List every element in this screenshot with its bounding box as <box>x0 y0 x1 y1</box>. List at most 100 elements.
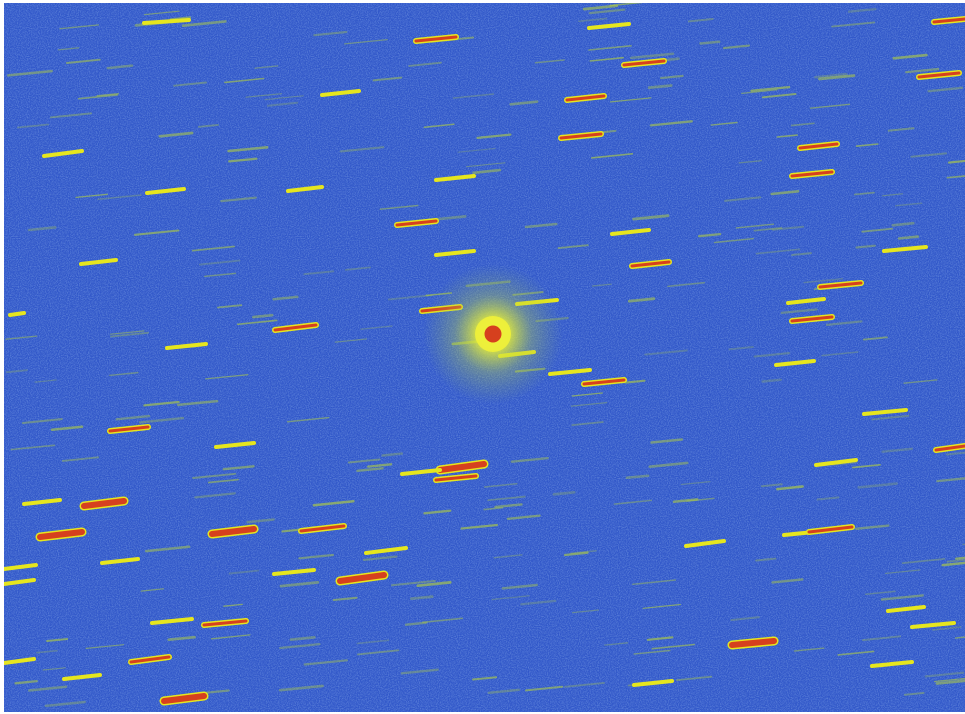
faint-star-trail <box>362 555 398 561</box>
faint-star-trail <box>494 503 523 509</box>
star-trail <box>37 529 85 540</box>
faint-star-trail <box>404 621 428 626</box>
faint-star-trail <box>27 226 57 232</box>
faint-star-trail <box>472 676 498 681</box>
faint-star-trail <box>632 214 670 221</box>
faint-star-trail <box>563 551 589 557</box>
star-trail <box>286 185 324 193</box>
star-trail <box>81 498 127 509</box>
faint-star-trail <box>390 579 436 587</box>
star-trail <box>108 425 150 433</box>
comet <box>423 264 563 404</box>
faint-star-trail <box>460 523 499 530</box>
star-trail <box>786 297 826 305</box>
star-trail <box>129 655 171 664</box>
faint-star-trail <box>197 123 219 128</box>
faint-star-trail <box>228 157 258 163</box>
faint-star-trail <box>578 17 608 23</box>
faint-star-trail <box>676 675 713 681</box>
faint-star-trail <box>728 346 754 351</box>
faint-star-trail <box>755 248 801 255</box>
faint-star-trail <box>571 392 603 397</box>
faint-star-trail <box>667 281 706 288</box>
faint-star-trail <box>205 374 249 380</box>
faint-star-trail <box>50 425 84 432</box>
star-trail <box>145 187 186 195</box>
star-trail <box>214 441 256 449</box>
faint-star-trail <box>770 190 800 196</box>
star-trail <box>161 693 207 704</box>
star-trail <box>165 342 208 350</box>
faint-star-trail <box>591 283 612 287</box>
faint-star-trail <box>582 4 619 11</box>
faint-star-trail <box>251 313 274 319</box>
star-trail <box>870 660 914 668</box>
faint-star-trail <box>491 595 530 601</box>
faint-star-trail <box>672 498 699 503</box>
star-trail <box>798 142 839 150</box>
faint-star-trail <box>941 561 965 567</box>
faint-star-trail <box>837 650 875 656</box>
faint-star-trail <box>266 101 299 107</box>
faint-star-trail <box>227 146 269 153</box>
star-trail <box>932 17 965 24</box>
faint-star-trail <box>97 194 142 201</box>
faint-star-trail <box>245 93 282 98</box>
comet-nucleus <box>484 325 502 343</box>
faint-star-trail <box>955 556 965 560</box>
faint-star-trail <box>14 679 38 685</box>
faint-star-trail <box>416 581 452 588</box>
faint-star-trail <box>753 352 791 358</box>
faint-star-trail <box>793 647 825 652</box>
faint-star-trail <box>278 684 324 692</box>
star-trail <box>934 444 965 452</box>
faint-star-trail <box>303 270 335 276</box>
faint-star-trail <box>557 244 589 250</box>
faint-star-trail <box>115 414 151 421</box>
star-trail <box>790 315 834 323</box>
faint-star-trail <box>646 636 674 641</box>
faint-star-trail <box>905 67 940 74</box>
faint-star-trail <box>143 400 180 407</box>
faint-star-trail <box>356 639 390 645</box>
faint-star-trail <box>892 53 928 60</box>
faint-star-trail <box>936 477 965 483</box>
faint-star-trail <box>730 616 760 621</box>
star-trail <box>610 228 651 236</box>
faint-star-trail <box>761 378 783 383</box>
faint-star-trail <box>279 581 320 588</box>
star-trail <box>4 563 38 571</box>
faint-star-trail <box>897 235 920 240</box>
bright-star-trails <box>4 16 965 706</box>
faint-star-trail <box>5 369 28 374</box>
faint-star-trail <box>647 84 673 90</box>
faint-star-trail <box>861 227 894 233</box>
faint-star-trail <box>780 308 818 314</box>
faint-star-trail <box>96 92 119 97</box>
faint-star-trail <box>855 143 879 147</box>
faint-star-trail <box>59 24 100 30</box>
faint-star-trail <box>334 338 367 343</box>
faint-star-trail <box>216 304 243 309</box>
faint-star-trail <box>831 461 858 466</box>
faint-star-trail <box>222 465 255 471</box>
faint-star-trail <box>509 100 539 106</box>
faint-star-trail <box>109 371 139 377</box>
faint-star-trail <box>853 191 875 196</box>
star-trail <box>434 174 476 182</box>
star-trail <box>587 22 631 30</box>
faint-star-trail <box>143 10 180 16</box>
faint-star-trail <box>855 244 876 249</box>
faint-star-trail <box>176 399 219 407</box>
faint-star-trail <box>379 204 419 210</box>
faint-star-trail <box>77 94 119 100</box>
star-trail <box>62 673 102 681</box>
faint-star-trail <box>423 509 452 515</box>
faint-star-trail <box>356 649 400 656</box>
star-trail <box>337 572 387 584</box>
faint-star-trail <box>457 147 496 153</box>
star-trail <box>273 323 318 332</box>
faint-star-trail <box>16 123 49 129</box>
faint-star-trail <box>476 133 512 140</box>
faint-star-trail <box>750 85 791 92</box>
